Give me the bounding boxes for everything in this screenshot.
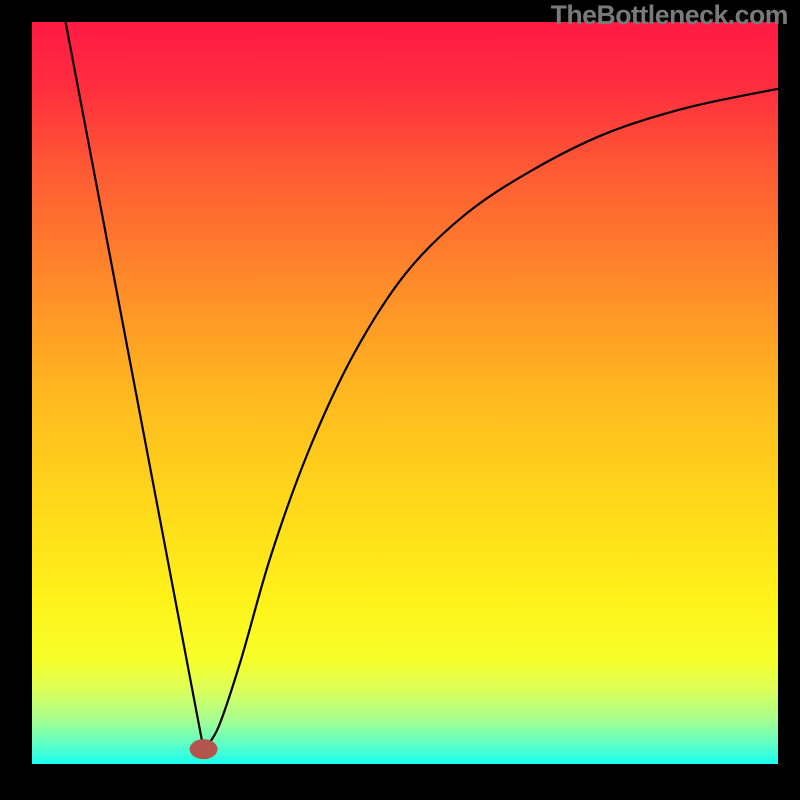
- watermark-text: TheBottleneck.com: [551, 0, 788, 31]
- plot-area: [32, 22, 778, 764]
- bottleneck-chart: [0, 0, 800, 800]
- chart-container: TheBottleneck.com: [0, 0, 800, 800]
- optimal-point-marker: [190, 739, 218, 759]
